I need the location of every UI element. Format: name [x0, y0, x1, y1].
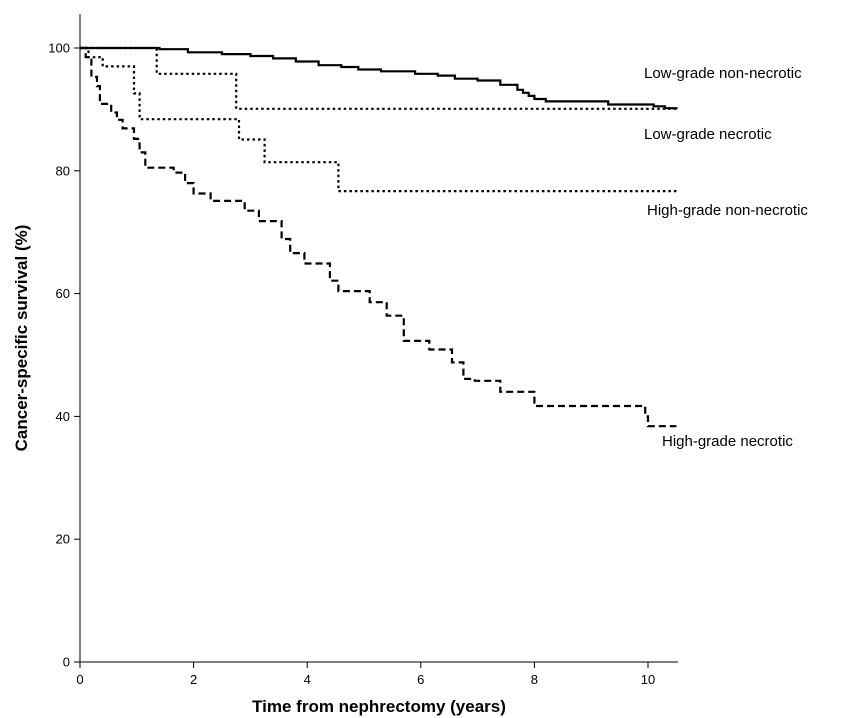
- y-tick-label: 20: [56, 532, 70, 547]
- x-tick-label: 8: [531, 672, 538, 687]
- series-lines: [80, 46, 678, 428]
- series-labels: Low-grade non-necrotic Low-grade necrotic…: [644, 65, 808, 450]
- series-line-3: [80, 46, 677, 193]
- series-line-4: [80, 46, 677, 428]
- x-axis-title: Time from nephrectomy (years): [252, 697, 506, 716]
- series-line-1: [80, 46, 678, 110]
- series-line-2: [80, 46, 677, 110]
- axes: [79, 14, 678, 663]
- x-tick-label: 10: [641, 672, 655, 687]
- series-label-2: Low-grade necrotic: [644, 126, 772, 143]
- x-tick-label: 0: [76, 672, 83, 687]
- series-label-1: Low-grade non-necrotic: [644, 65, 802, 82]
- x-tick-label: 6: [417, 672, 424, 687]
- y-tick-label: 0: [63, 655, 70, 670]
- series-label-4: High-grade necrotic: [662, 433, 793, 450]
- y-tick-label: 60: [56, 286, 70, 301]
- x-tick-label: 4: [304, 672, 311, 687]
- y-tick-label: 40: [56, 409, 70, 424]
- x-tick-label: 2: [190, 672, 197, 687]
- y-axis-title: Cancer-specific survival (%): [12, 225, 31, 452]
- y-tick-label: 100: [48, 41, 70, 56]
- y-tick-label: 80: [56, 163, 70, 178]
- series-label-3: High-grade non-necrotic: [647, 202, 808, 219]
